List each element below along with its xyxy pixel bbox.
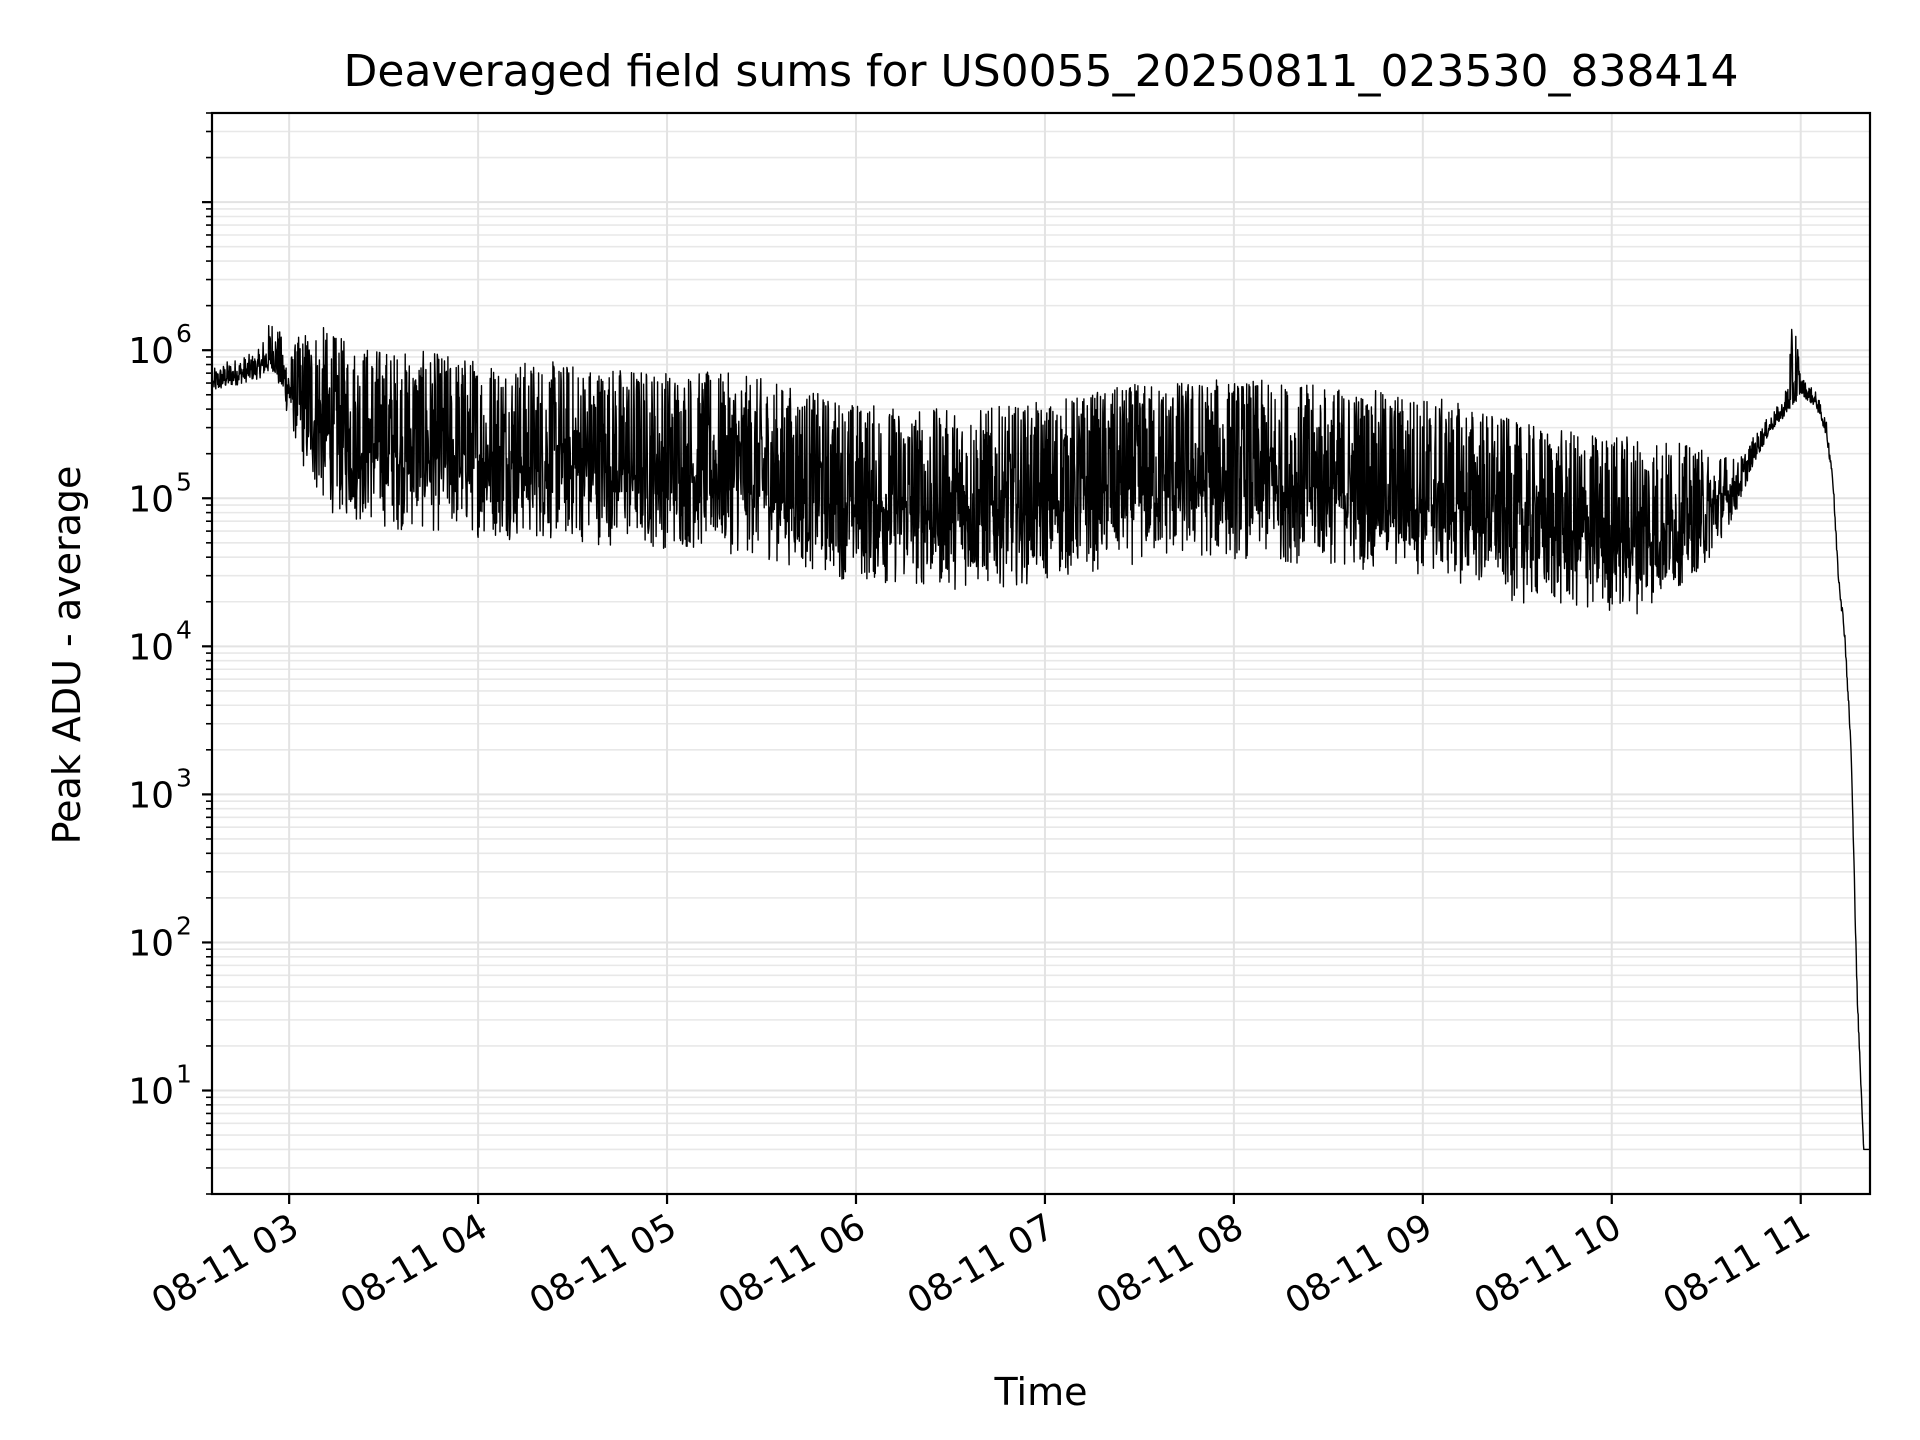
grid-lines bbox=[212, 112, 1870, 1195]
y-tick-label: 10 5 bbox=[128, 467, 192, 520]
y-tick-exponent: 1 bbox=[176, 1060, 192, 1089]
y-tick-base: 10 bbox=[128, 1072, 174, 1113]
y-tick-base: 10 bbox=[128, 775, 174, 816]
y-tick-base: 10 bbox=[128, 627, 174, 668]
y-axis-label: Peak ADU - average bbox=[45, 466, 89, 845]
y-tick-base: 10 bbox=[128, 479, 174, 520]
y-tick-label: 10 4 bbox=[128, 615, 192, 668]
y-tick-exponent: 5 bbox=[176, 467, 192, 496]
y-tick-base: 10 bbox=[128, 331, 174, 372]
y-tick-exponent: 6 bbox=[176, 319, 192, 348]
y-tick-exponent: 3 bbox=[176, 763, 192, 792]
series-line bbox=[212, 325, 1871, 1151]
y-tick-base: 10 bbox=[128, 923, 174, 964]
y-tick-exponent: 4 bbox=[176, 615, 192, 644]
data-line-layer bbox=[212, 325, 1871, 1151]
y-tick-exponent: 2 bbox=[176, 911, 192, 940]
x-axis-label: Time bbox=[994, 1370, 1088, 1414]
y-tick-label: 10 6 bbox=[128, 319, 192, 372]
chart-title: Deaveraged field sums for US0055_2025081… bbox=[344, 46, 1739, 97]
y-tick-label: 10 3 bbox=[128, 763, 192, 816]
y-tick-label: 10 2 bbox=[128, 911, 192, 964]
y-tick-label: 10 1 bbox=[128, 1060, 192, 1113]
